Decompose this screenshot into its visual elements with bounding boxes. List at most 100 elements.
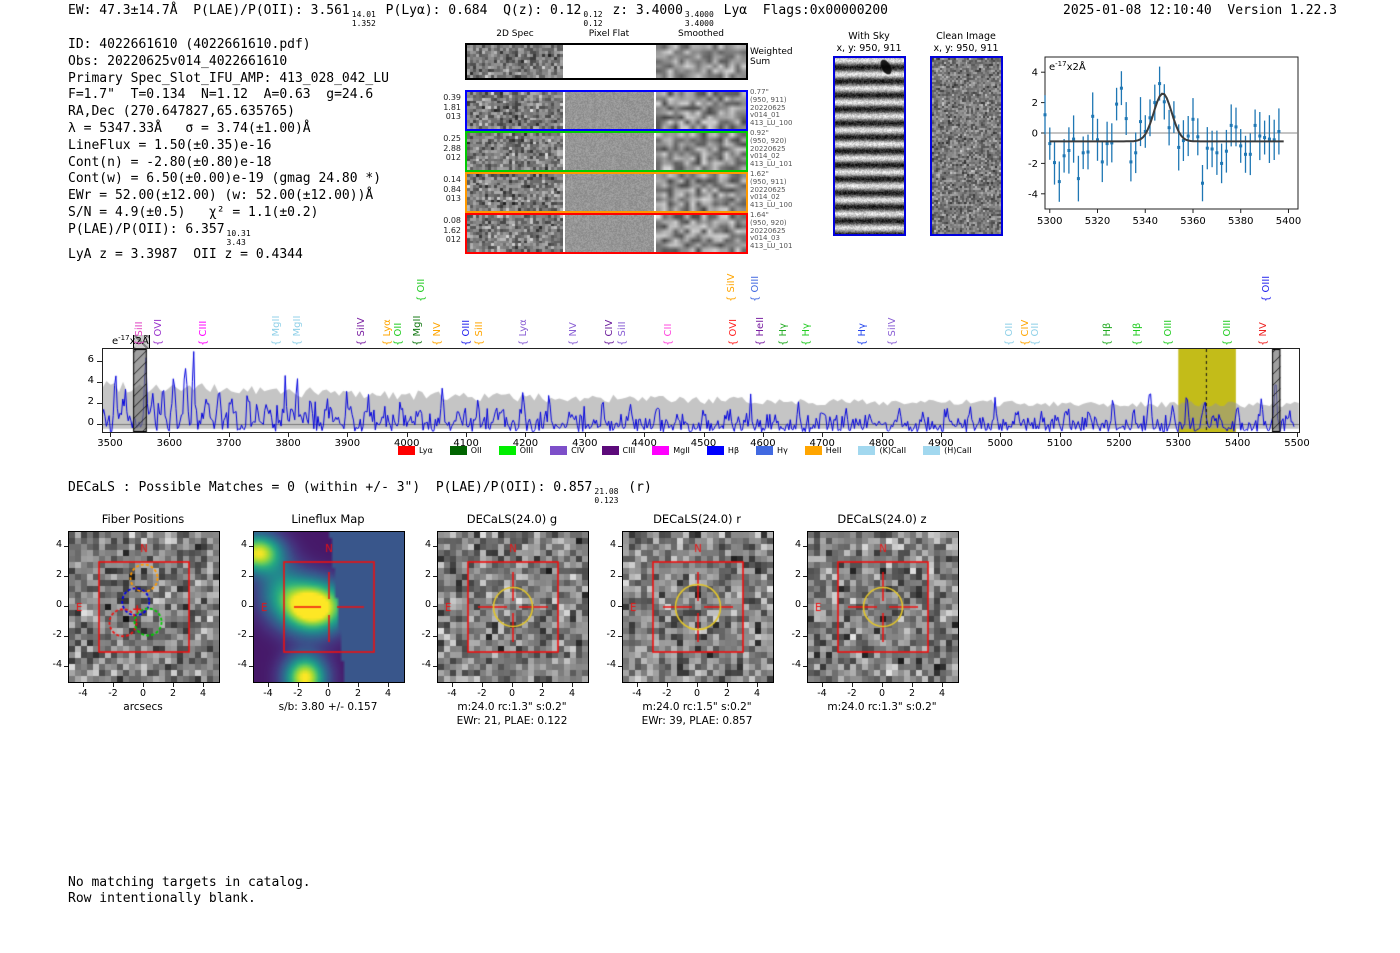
panel-xlabel-2: EWr: 39, PLAE: 0.857 — [641, 715, 753, 727]
panel-xlabel: m:24.0 rc:1.3" s:0.2" — [827, 701, 937, 713]
panel-x-tickmark — [203, 683, 204, 687]
info-line: Primary Spec_Slot_IFU_AMP: 413_028_042_L… — [68, 71, 389, 88]
main-y-tick-label: 4 — [87, 375, 94, 386]
panel-y-tickmark — [433, 606, 437, 607]
panel-x-tick-label: 0 — [693, 688, 701, 699]
legend-item: (K)CaII — [858, 446, 906, 455]
spec2d-row-smoothed-image — [656, 174, 746, 211]
panel-y-tickmark — [803, 636, 807, 637]
info-text: RA,Dec (270.647827,65.635765) — [68, 104, 295, 120]
panel-y-tickmark — [803, 666, 807, 667]
emission-line-label: { SiII — [133, 321, 145, 346]
legend-label: CIII — [622, 446, 636, 455]
info-line: F=1.7" T=0.134 N=1.12 A=0.63 g=24.6 — [68, 87, 389, 104]
emission-line-label: { MgII — [291, 315, 303, 346]
emission-line-label: { Hγ — [857, 323, 869, 346]
emission-line-label: { OIII — [461, 319, 473, 346]
spec2d-row-weights-label: 0.14 0.84 013 — [443, 175, 461, 203]
panel-x-tickmark — [572, 683, 573, 687]
report-datetime: 2025-01-08 12:10:40 — [1063, 3, 1212, 18]
panel-x-tickmark — [667, 683, 668, 687]
panel-x-tick-label: -2 — [293, 688, 303, 699]
emission-line-label: { OVI — [727, 318, 739, 346]
info-text: ID: 4022661610 (4022661610.pdf) — [68, 37, 311, 52]
footer-notes: No matching targets in catalog. Row inte… — [68, 875, 311, 906]
main-y-tickmark — [97, 424, 102, 425]
panel-x-tickmark — [697, 683, 698, 687]
main-x-tick-label: 3800 — [275, 438, 301, 449]
panel-x-tickmark — [852, 683, 853, 687]
panel-y-tickmark — [803, 576, 807, 577]
report-version: Version 1.22.3 — [1227, 3, 1337, 18]
panel-y-tickmark — [433, 666, 437, 667]
emission-line-label: { SiIV — [355, 317, 367, 346]
legend-label: OII — [470, 446, 482, 455]
legend-swatch — [449, 446, 467, 455]
main-x-tickmark — [1000, 433, 1002, 437]
main-x-tick-label: 4300 — [572, 438, 598, 449]
legend-swatch — [923, 446, 941, 455]
panel-x-tickmark — [358, 683, 359, 687]
main-x-tickmark — [110, 433, 111, 437]
legend-swatch — [398, 446, 415, 455]
spec2d-row-weights-label: 0.39 1.81 013 — [443, 93, 461, 121]
legend-label: (K)CaII — [879, 446, 907, 455]
panel-y-tick-label: 0 — [55, 599, 62, 610]
stacked-uncertainty: 14.01 1.352 — [351, 10, 376, 29]
decals-matches-text: DECaLS : Possible Matches = 0 (within +/… — [68, 480, 593, 495]
panel-y-tick-label: 0 — [240, 599, 247, 610]
legend-label: Hβ — [727, 446, 740, 455]
panel-y-tick-label: -2 — [421, 629, 431, 640]
emission-line-label: { Hβ — [1132, 322, 1144, 346]
cutout-gray-image — [437, 531, 589, 683]
spec2d-row — [465, 172, 748, 213]
spacer — [1212, 3, 1228, 18]
main-x-tickmark — [347, 433, 349, 437]
main-x-tick-label: 4400 — [631, 438, 657, 449]
main-x-tick-label: 3700 — [215, 438, 242, 449]
spec2d-row-smoothed-image — [656, 92, 746, 129]
spec2d-row-2d-image — [467, 92, 563, 129]
panel-x-tick-label: -2 — [662, 688, 672, 699]
emission-line-label: { OVI — [153, 318, 165, 346]
info-text: P(LAE)/P(OII): 6.357 — [68, 221, 225, 237]
main-x-tick-label: 3600 — [156, 438, 183, 449]
panel-x-tick-label: -4 — [78, 688, 88, 699]
legend-label: Hγ — [777, 446, 788, 455]
main-x-tick-label: 5300 — [1165, 438, 1192, 449]
main-x-tickmark — [466, 433, 468, 437]
main-x-tick-label: 4600 — [750, 438, 776, 449]
info-line: λ = 5347.33Å σ = 3.74(±1.00)Å — [68, 121, 389, 138]
legend-swatch — [804, 446, 822, 455]
header-text: Lyα Flags:0x00000200 — [715, 3, 888, 18]
spec2d-row — [465, 131, 748, 172]
panel-x-tickmark — [637, 683, 638, 687]
panel-y-tickmark — [618, 606, 622, 607]
main-x-tick-label: 4900 — [928, 438, 954, 449]
panel-x-tick-label: 0 — [508, 688, 516, 699]
stacked-uncertainty: 3.4000 3.4000 — [684, 10, 714, 29]
legend-label: Lyα — [419, 446, 433, 455]
svg-text:e-17x2Å: e-17x2Å — [1049, 60, 1086, 73]
panel-x-tick-label: 2 — [908, 688, 916, 699]
info-text: LineFlux = 1.50(±0.35)e-16 — [68, 137, 272, 153]
emission-line-label: { Lyα — [382, 319, 394, 346]
spec2d-row-pixelflat-image — [565, 215, 654, 252]
legend-label: HeII — [825, 446, 842, 455]
panel-y-tickmark — [618, 576, 622, 577]
main-x-tick-label: 3900 — [334, 438, 361, 449]
legend-label: OIII — [519, 446, 534, 455]
panel-y-tickmark — [618, 666, 622, 667]
footer-line-2: Row intentionally blank. — [68, 890, 256, 906]
panel-x-tick-label: 2 — [538, 688, 546, 699]
main-x-tickmark — [1059, 433, 1061, 437]
emission-line-label: { SiIV — [886, 317, 898, 346]
info-line: LyA z = 3.3987 OII z = 0.4344 — [68, 247, 389, 264]
legend-item: CIII — [601, 446, 636, 455]
panel-x-tickmark — [942, 683, 943, 687]
main-x-tick-label: 4500 — [690, 438, 717, 449]
panel-x-tickmark — [113, 683, 114, 687]
emission-line-label: { CIII — [197, 320, 209, 346]
spec2d-row-2d-image — [467, 215, 563, 252]
